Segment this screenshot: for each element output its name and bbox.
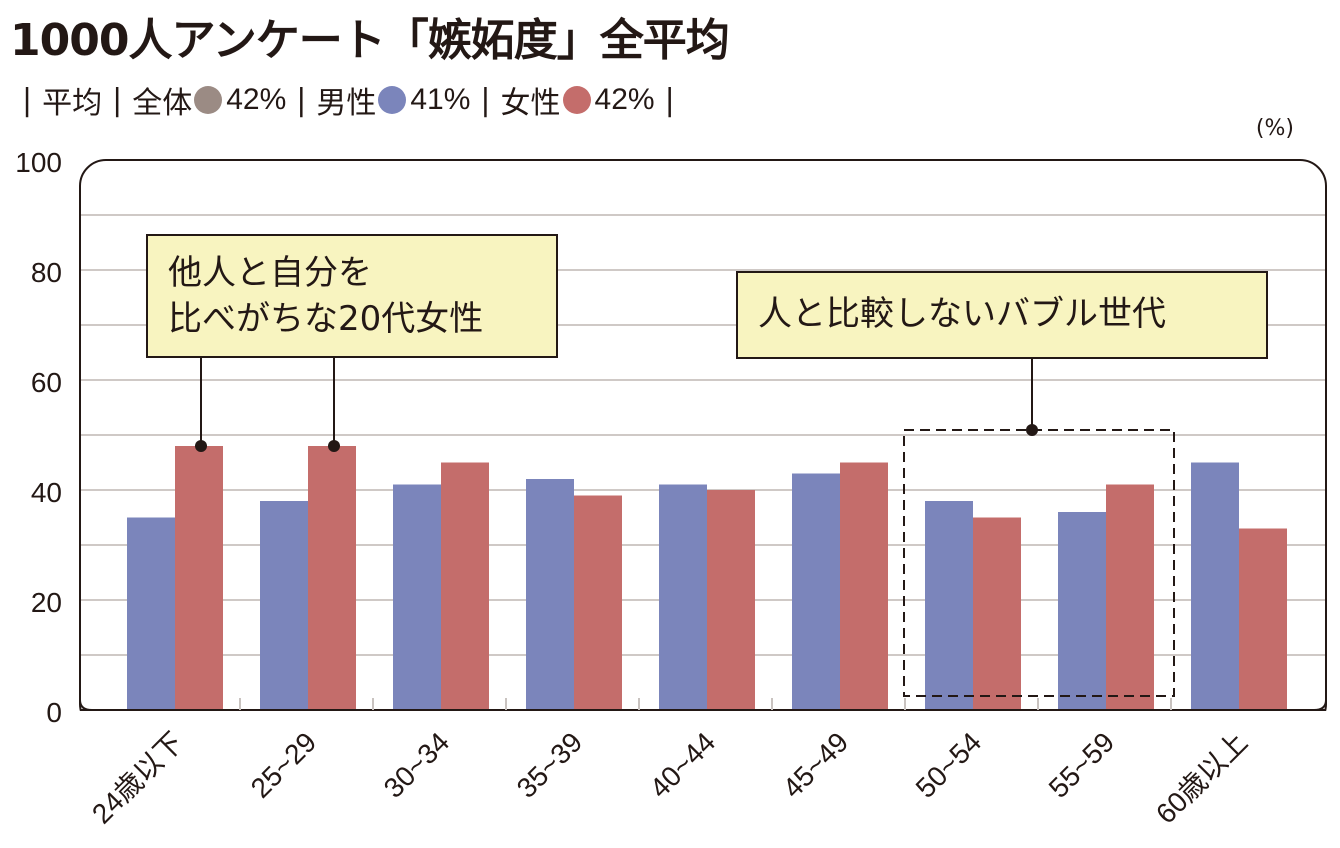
legend-separator: | (296, 82, 307, 118)
y-tick-label: 80 (31, 257, 62, 288)
legend-male-swatch (378, 86, 407, 114)
bar-male (792, 473, 840, 710)
bar-female (175, 446, 223, 710)
callout-bubble-text: 人と比較しないバブル世代 (758, 294, 1166, 334)
legend-total-label: 全体 (132, 86, 193, 121)
bar-male (659, 484, 707, 710)
legend-female-swatch (562, 86, 591, 114)
bar-female (1239, 528, 1287, 710)
legend-female-label: 女性 (500, 86, 561, 121)
callout-leader-dot (195, 440, 207, 452)
bar-male (260, 501, 308, 710)
legend-female-value: 42% (594, 83, 655, 116)
bar-male (393, 484, 441, 710)
legend-separator: | (480, 82, 491, 118)
bar-male (526, 479, 574, 710)
y-tick-label: 40 (31, 477, 62, 508)
bar-female (707, 490, 755, 710)
callout-leader-dot (1026, 424, 1038, 436)
legend-separator: | (22, 82, 33, 118)
callout-young-women-line1: 他人と自分を (168, 253, 372, 293)
y-tick-label: 0 (46, 697, 62, 728)
bar-female (441, 462, 489, 710)
y-tick-label: 20 (31, 587, 62, 618)
callout-bubble-generation: 人と比較しないバブル世代 (736, 271, 1268, 359)
legend-total-value: 42% (226, 83, 287, 116)
frame-corner-right (1313, 680, 1327, 711)
chart-title: 1000人アンケート「嫉妬度」全平均 (10, 15, 730, 66)
callout-leader-dot (328, 440, 340, 452)
legend-separator: | (112, 82, 123, 118)
callout-young-women-line2: 比べがちな20代女性 (168, 299, 484, 339)
legend-average-label: 平均 (42, 86, 103, 121)
y-unit-label: (%) (1255, 116, 1294, 141)
legend-separator: | (664, 82, 675, 118)
bar-male (925, 501, 973, 710)
legend-male-label: 男性 (316, 86, 377, 121)
legend: | 平均 | 全体 42% | 男性 41% | 女性 42% | (12, 78, 685, 122)
bar-male (127, 517, 175, 710)
y-tick-label: 60 (31, 367, 62, 398)
frame-corner-left (79, 680, 93, 711)
bar-female (973, 517, 1021, 710)
bar-female (574, 495, 622, 710)
callout-young-women: 他人と自分を 比べがちな20代女性 (146, 234, 558, 358)
highlight-box-bubble (903, 429, 1175, 697)
legend-total-swatch (194, 86, 223, 114)
legend-male-value: 41% (410, 83, 471, 116)
bar-female (840, 462, 888, 710)
bar-female (308, 446, 356, 710)
bar-male (1058, 512, 1106, 710)
y-tick-label: 100 (15, 147, 62, 178)
frame-mask (79, 711, 1327, 751)
bar-male (1191, 462, 1239, 710)
bar-female (1106, 484, 1154, 710)
